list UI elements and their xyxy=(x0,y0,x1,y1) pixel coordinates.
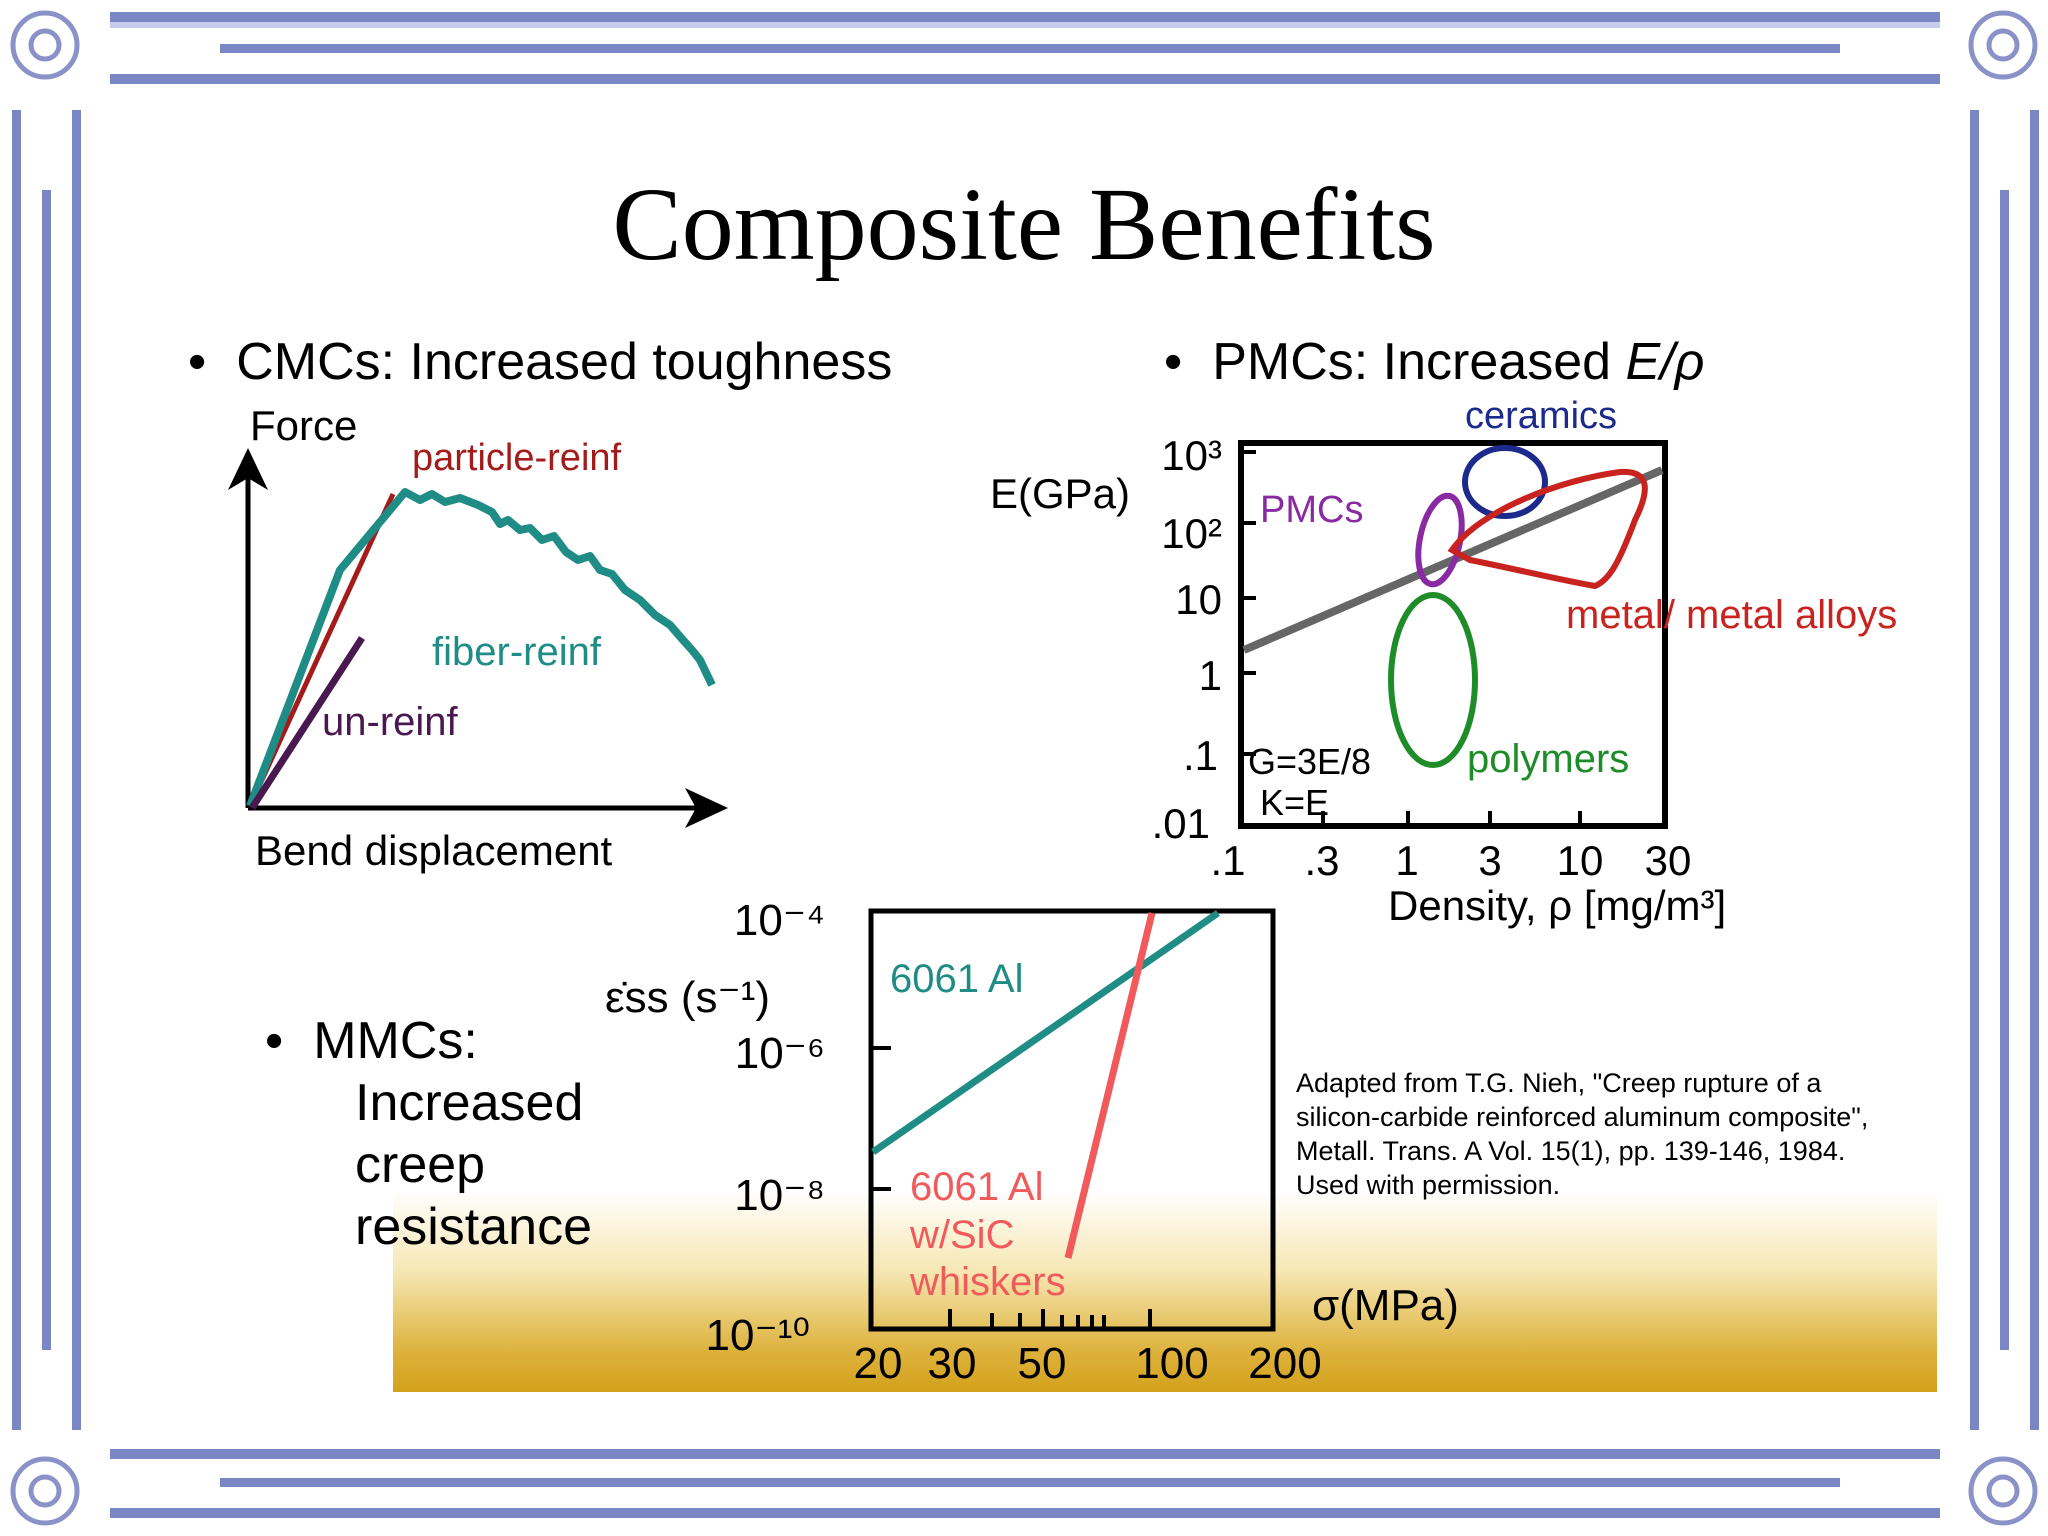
credit-line-1: Adapted from T.G. Nieh, "Creep rupture o… xyxy=(1296,1068,1822,1098)
mmc-x-tick-label: 200 xyxy=(1248,1339,1321,1388)
frame-bottom-border xyxy=(110,1449,1940,1518)
cmc-x-axis-arrow xyxy=(685,788,728,828)
bullet-dot: • xyxy=(265,1012,284,1070)
mmc-y-tick-label: 10⁻¹⁰ xyxy=(706,1311,810,1360)
pmc-x-tick-label: 1 xyxy=(1395,837,1418,884)
region-metal-alloys xyxy=(1447,468,1648,590)
series-6061-al xyxy=(871,910,1220,1155)
label-6061-al: 6061 Al xyxy=(890,957,1023,1001)
label-6061-al-sic-line-3: whiskers xyxy=(909,1260,1066,1304)
cmc-xlabel: Bend displacement xyxy=(255,827,613,874)
pmc-x-ticks xyxy=(1321,811,1582,826)
pmc-x-tick-label: 10 xyxy=(1557,837,1604,884)
pmc-xlabel: Density, ρ [mg/m³] xyxy=(1388,882,1726,929)
label-metal-alloys: metal/ metal alloys xyxy=(1566,593,1897,637)
annotation-k-equals: K=E xyxy=(1260,782,1329,823)
label-6061-al-sic-line-1: 6061 Al xyxy=(910,1165,1043,1209)
label-metal-alloys-text: metal/ metal alloys xyxy=(1566,593,1897,637)
mmc-x-ticks xyxy=(948,1309,1152,1329)
pmc-ylabel: E(GPa) xyxy=(990,470,1130,517)
bullet-pmc-text: PMCs: Increased xyxy=(1212,333,1626,391)
label-un-reinf: un-reinf xyxy=(322,700,459,744)
bullet-cmc-text: CMCs: Increased toughness xyxy=(236,333,893,391)
frame-corner-ornaments xyxy=(10,10,2038,1526)
bullet-dot: • xyxy=(1164,333,1183,391)
bullet-pmc: • PMCs: Increased E/ρ xyxy=(1164,332,1704,392)
bullet-pmc-symbol: E/ρ xyxy=(1625,333,1705,391)
bullet-cmc: • CMCs: Increased toughness xyxy=(188,332,892,392)
mmc-plot-frame xyxy=(868,908,1276,1332)
mmc-x-tick-label: 50 xyxy=(1018,1339,1067,1388)
label-6061-al-sic-line-2: w/SiC xyxy=(909,1213,1014,1257)
bullet-mmc: • MMCs: Increased creep resistance xyxy=(265,1010,592,1258)
pmc-x-tick-label: 30 xyxy=(1645,837,1692,884)
bullet-mmc-line-1: MMCs: xyxy=(313,1012,478,1070)
label-pmcs: PMCs xyxy=(1260,489,1363,531)
label-ceramics: ceramics xyxy=(1465,395,1617,437)
mmc-y-ticks xyxy=(871,1046,891,1191)
mmc-xlabel: σ(MPa) xyxy=(1312,1281,1459,1330)
frame-right-border xyxy=(1970,110,2039,1430)
frame-left-border xyxy=(12,110,81,1430)
bullet-dot: • xyxy=(188,333,207,391)
bullet-mmc-line-3: creep xyxy=(355,1136,486,1194)
credit-line-2: silicon-carbide reinforced aluminum comp… xyxy=(1296,1102,1869,1132)
region-ceramics xyxy=(1462,445,1548,519)
mmc-x-tick-label: 30 xyxy=(928,1339,977,1388)
pmc-x-tick-label: .3 xyxy=(1304,837,1339,884)
label-fiber-reinf: fiber-reinf xyxy=(432,630,602,674)
mmc-y-tick-label: 10⁻⁴ xyxy=(734,896,825,945)
pmc-y-tick-label: 10² xyxy=(1161,510,1222,557)
gold-gradient-band xyxy=(393,1190,1937,1392)
series-un-reinf xyxy=(249,636,365,810)
annotation-g-equals: G=3E/8 xyxy=(1248,741,1371,782)
pmc-y-ticks xyxy=(1241,450,1256,756)
series-fiber-reinf xyxy=(246,488,716,808)
pmc-y-tick-label: .01 xyxy=(1152,800,1210,847)
source-credit: Adapted from T.G. Nieh, "Creep rupture o… xyxy=(1296,1066,1996,1202)
pmc-x-tick-label: 3 xyxy=(1478,837,1501,884)
pmc-plot-frame xyxy=(1238,440,1668,829)
mmc-y-tick-label: 10⁻⁶ xyxy=(735,1029,825,1078)
series-6061-al-sic xyxy=(1064,912,1156,1259)
pmc-x-tick-label: .1 xyxy=(1210,837,1245,884)
mmc-x-tick-label: 100 xyxy=(1135,1339,1208,1388)
region-polymers xyxy=(1388,592,1478,768)
slide-title: Composite Benefits xyxy=(612,167,1436,282)
frame-top-border xyxy=(110,12,1940,84)
label-particle-reinf: particle-reinf xyxy=(412,437,622,479)
pmc-y-tick-label: 10 xyxy=(1175,576,1222,623)
bullet-mmc-line-4: resistance xyxy=(355,1198,592,1256)
mmc-x-tick-label: 20 xyxy=(854,1339,903,1388)
credit-line-3: Metall. Trans. A Vol. 15(1), pp. 139-146… xyxy=(1296,1136,1846,1166)
label-polymers: polymers xyxy=(1467,737,1629,781)
credit-line-4: Used with permission. xyxy=(1296,1170,1561,1200)
pmc-y-tick-label: .1 xyxy=(1183,732,1218,779)
cmc-ylabel: Force xyxy=(250,402,357,449)
pmc-y-tick-label: 1 xyxy=(1199,652,1222,699)
bullet-mmc-line-2: Increased xyxy=(355,1074,584,1132)
cmc-y-axis-arrow xyxy=(228,448,268,490)
mmc-ylabel: ε̇ss (s⁻¹) xyxy=(605,973,770,1022)
pmc-y-tick-label: 10³ xyxy=(1161,432,1222,479)
mmc-y-tick-label: 10⁻⁸ xyxy=(734,1171,825,1220)
